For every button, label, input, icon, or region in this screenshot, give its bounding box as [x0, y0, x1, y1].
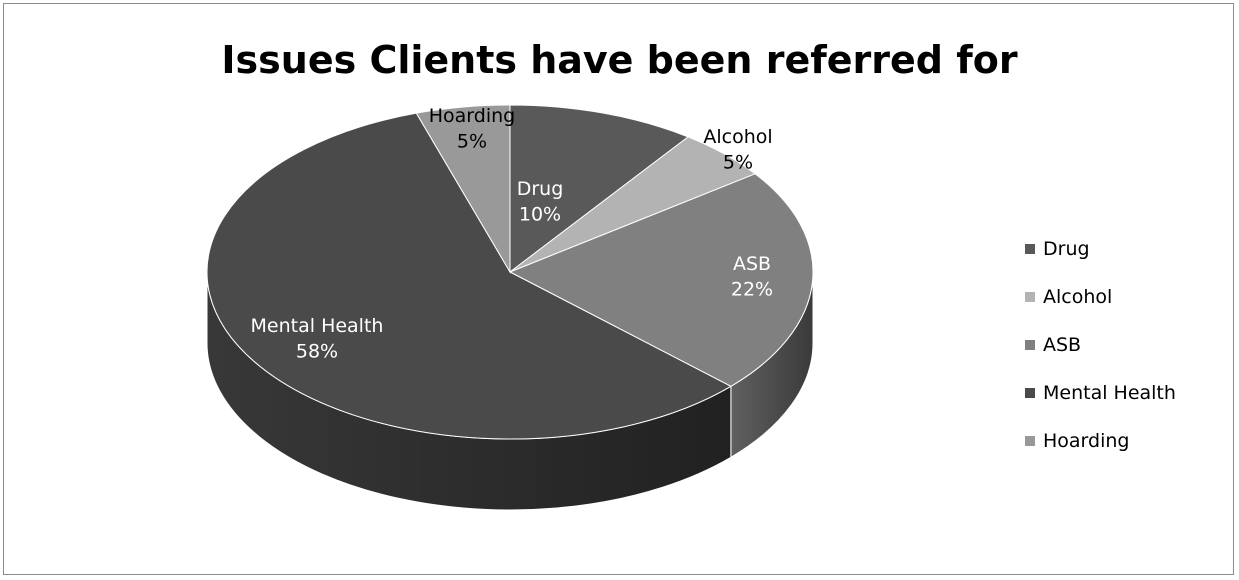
legend-item-alcohol: Alcohol — [1025, 273, 1176, 321]
data-label-asb: ASB 22% — [731, 253, 773, 301]
legend-swatch — [1025, 388, 1035, 398]
legend-swatch — [1025, 340, 1035, 350]
data-label-mental-health: Mental Health 58% — [251, 315, 384, 363]
data-label-alcohol: Alcohol 5% — [703, 126, 772, 174]
legend-item-asb: ASB — [1025, 321, 1176, 369]
legend-item-mental-health: Mental Health — [1025, 369, 1176, 417]
chart-title: Issues Clients have been referred for — [221, 38, 1018, 82]
legend-swatch — [1025, 436, 1035, 446]
pie-slice-asb — [508, 173, 814, 387]
legend-swatch — [1025, 244, 1035, 254]
legend-item-drug: Drug — [1025, 225, 1176, 273]
legend-swatch — [1025, 292, 1035, 302]
legend: Drug Alcohol ASB Mental Health Hoarding — [1025, 225, 1176, 465]
data-label-drug: Drug 10% — [517, 178, 564, 226]
data-label-hoarding: Hoarding 5% — [429, 105, 515, 153]
pie-slice-drug — [509, 104, 690, 274]
legend-label: Mental Health — [1043, 382, 1176, 404]
legend-label: Alcohol — [1043, 286, 1113, 308]
legend-label: Hoarding — [1043, 430, 1130, 452]
legend-label: Drug — [1043, 238, 1090, 260]
pie-slice-hoarding — [415, 104, 511, 274]
legend-label: ASB — [1043, 334, 1082, 356]
pie-slice-mental-health — [206, 112, 732, 440]
legend-item-hoarding: Hoarding — [1025, 417, 1176, 465]
